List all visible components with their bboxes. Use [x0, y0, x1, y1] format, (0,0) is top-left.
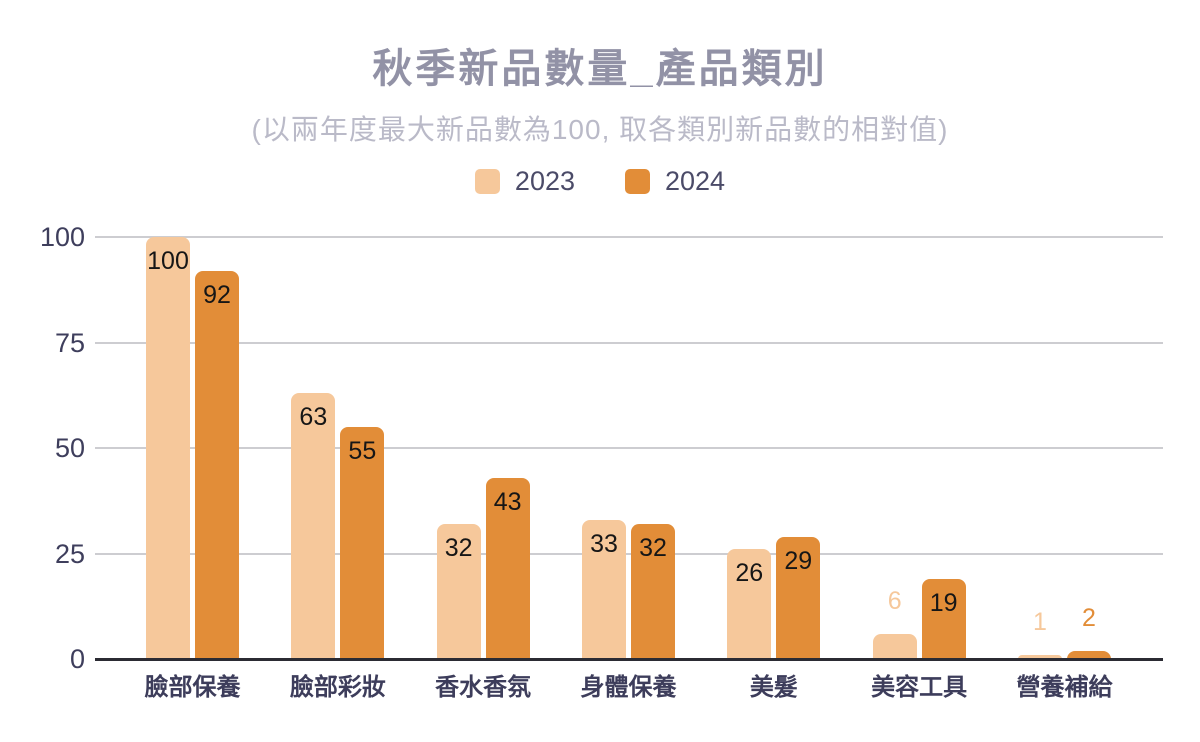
legend-label-2023: 2023 — [514, 166, 575, 196]
y-tick-label-0: 0 — [69, 644, 85, 674]
gridline-100 — [95, 236, 1163, 238]
category-label-4: 身體保養 — [580, 674, 677, 701]
category-label-3: 香水香氛 — [435, 674, 532, 701]
legend-item-2023[interactable]: 2023 — [474, 166, 575, 197]
bar-2023-臉部彩妝[interactable]: 63 — [291, 393, 336, 659]
value-label-2024-臉部保養: 92 — [203, 280, 231, 309]
gridline-50 — [95, 447, 1163, 449]
category-label-5: 美髮 — [749, 674, 798, 701]
bar-2024-臉部保養[interactable]: 92 — [195, 270, 239, 659]
y-tick-label-100: 100 — [39, 222, 85, 252]
x-axis-line — [95, 658, 1163, 661]
y-axis: 0 25 50 75 100 — [0, 223, 85, 673]
bar-2024-美髮[interactable]: 29 — [776, 536, 821, 659]
bar-2023-臉部保養[interactable]: 100 — [146, 237, 190, 659]
bar-2024-臉部彩妝[interactable]: 55 — [340, 426, 385, 659]
value-label-2024-香水香氛: 43 — [493, 487, 522, 516]
y-tick-label-25: 25 — [54, 538, 85, 569]
bar-group-1: 100 92 — [146, 237, 239, 659]
bar-2023-香水香氛[interactable]: 32 — [436, 523, 481, 659]
gridline-75 — [95, 341, 1163, 344]
category-label-7: 營養補給 — [1016, 674, 1113, 701]
bar-group-4: 33 32 — [581, 237, 675, 659]
value-label-2024-身體保養: 32 — [639, 533, 667, 562]
bar-2023-美容工具[interactable] — [872, 633, 917, 659]
category-label-6: 美容工具 — [871, 674, 968, 701]
value-label-2023-身體保養: 33 — [590, 529, 618, 558]
y-tick-label-50: 50 — [54, 433, 85, 463]
bar-2024-營養補給[interactable] — [1066, 650, 1111, 659]
bar-2024-美容工具[interactable]: 19 — [921, 578, 966, 659]
bar-group-5: 26 29 — [727, 237, 821, 659]
bar-2024-香水香氛[interactable]: 43 — [485, 477, 530, 659]
legend: 2023 2024 — [0, 166, 1200, 197]
value-label-2023-香水香氛: 32 — [444, 533, 473, 562]
bar-2024-身體保養[interactable]: 32 — [630, 523, 675, 659]
legend-swatch-2024-icon — [625, 169, 650, 194]
legend-item-2024[interactable]: 2024 — [625, 166, 725, 197]
value-label-2023-營養補給: 1 — [1033, 607, 1047, 636]
category-label-1: 臉部保養 — [144, 674, 241, 701]
value-label-2023-臉部彩妝: 63 — [299, 403, 328, 432]
bar-2023-營養補給[interactable] — [1017, 654, 1062, 659]
bar-group-6: 6 19 — [872, 237, 966, 659]
y-tick-label-75: 75 — [54, 327, 85, 358]
x-axis-labels: 臉部保養 臉部彩妝 香水香氛 身體保養 美髮 美容工具 營養補給 — [95, 674, 1163, 706]
value-label-2024-臉部彩妝: 55 — [348, 436, 377, 465]
bar-group-3: 32 43 — [436, 237, 530, 659]
value-label-2024-營養補給: 2 — [1082, 603, 1096, 632]
value-label-2023-美容工具: 6 — [887, 586, 902, 615]
category-label-2: 臉部彩妝 — [289, 674, 386, 701]
value-label-2024-美容工具: 19 — [929, 588, 958, 617]
legend-label-2024: 2024 — [665, 166, 726, 196]
bar-2023-美髮[interactable]: 26 — [727, 549, 772, 659]
chart-subtitle: (以兩年度最大新品數為100, 取各類別新品數的相對值) — [251, 114, 949, 145]
value-label-2023-美髮: 26 — [735, 559, 764, 588]
bar-2023-身體保養[interactable]: 33 — [581, 519, 626, 659]
value-label-2024-美髮: 29 — [784, 546, 813, 575]
plot-area: 100 92 63 55 32 43 33 32 26 29 6 19 1 2 — [95, 236, 1163, 661]
value-label-2023-臉部保養: 100 — [147, 247, 189, 275]
legend-swatch-2023-icon — [474, 169, 500, 194]
chart-title: 秋季新品數量_產品類別 — [372, 47, 828, 91]
gridline-25 — [95, 552, 1163, 555]
bar-group-2: 63 55 — [291, 237, 385, 659]
